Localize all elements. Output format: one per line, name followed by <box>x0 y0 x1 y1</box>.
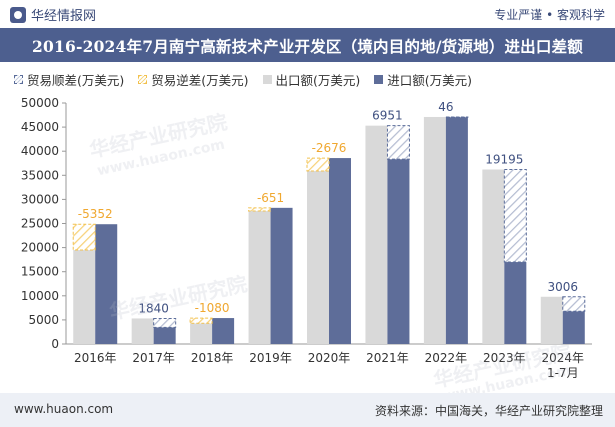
balance-value-label: 19195 <box>485 153 523 167</box>
import-bar <box>212 318 235 344</box>
import-bar <box>387 159 410 344</box>
deficit-segment <box>189 317 213 324</box>
y-axis: 0 5000 10000 15000 20000 25000 30000 35000 40000… <box>21 96 67 351</box>
balance-value-label: -651 <box>257 191 284 205</box>
x-tick-label: 2019年 <box>249 351 292 365</box>
legend-item-export[interactable]: 出口额(万美元) <box>262 70 361 89</box>
x-tick-label: 2018年 <box>191 351 234 365</box>
legend-item-deficit[interactable]: 贸易逆差(万美元) <box>138 70 249 89</box>
deficit-segment <box>248 207 272 212</box>
import-bar <box>562 311 585 344</box>
brand-logo-icon <box>10 6 26 23</box>
import-bar <box>153 327 176 344</box>
surplus-segment <box>503 169 527 263</box>
footer: www.huaon.com 资料来源：中国海关，华经产业研究院整理 <box>0 393 615 427</box>
y-tick-label: 0 <box>51 337 59 351</box>
y-tick-label: 40000 <box>21 144 59 158</box>
export-bar <box>423 116 446 344</box>
balance-value-label: -1080 <box>195 301 230 315</box>
x-tick-label: 1-7月 <box>547 366 579 380</box>
export-bar <box>307 170 329 344</box>
brand[interactable]: 华经情报网 <box>10 5 96 24</box>
legend-label-import: 进口额(万美元) <box>387 73 473 88</box>
x-tick-label: 2023年 <box>483 351 526 365</box>
data-labels: -5352 1840 -1080 -651 -2676 6951 46 19195 3006 <box>78 100 578 315</box>
legend-label-surplus: 贸易顺差(万美元) <box>27 73 125 88</box>
balance-value-label: 1840 <box>138 301 169 315</box>
surplus-segment <box>386 125 410 160</box>
x-tick-label: 2016年 <box>74 351 117 365</box>
y-tick-label: 25000 <box>21 217 59 231</box>
legend-swatch-export <box>262 75 272 84</box>
x-tick-label: 2020年 <box>308 351 351 365</box>
x-tick-label: 2022年 <box>425 351 468 365</box>
import-bar <box>270 207 293 344</box>
bars <box>72 116 586 345</box>
chart-title: 2016-2024年7月南宁高新技术产业开发区（境内目的地/货源地）进出口差额 <box>32 37 583 56</box>
import-bar <box>504 262 527 344</box>
deficit-segment <box>306 157 330 172</box>
export-bar <box>540 296 563 344</box>
import-bar <box>95 224 118 344</box>
x-tick-label: 2021年 <box>366 351 409 365</box>
balance-value-label: -2676 <box>312 141 347 155</box>
legend-item-import[interactable]: 进口额(万美元) <box>374 70 472 89</box>
balance-value-label: -5352 <box>78 207 113 221</box>
y-tick-label: 10000 <box>21 289 59 303</box>
export-bar <box>365 125 388 345</box>
export-bar <box>190 323 213 344</box>
y-tick-label: 35000 <box>21 168 59 182</box>
balance-value-label: 3006 <box>548 280 579 294</box>
legend-swatch-surplus <box>14 75 23 84</box>
title-bar: 2016-2024年7月南宁高新技术产业开发区（境内目的地/货源地）进出口差额 <box>0 28 615 62</box>
balance-value-label: 46 <box>438 100 453 114</box>
export-bar <box>73 250 96 344</box>
x-tick-label: 2017年 <box>132 351 175 365</box>
y-tick-label: 5000 <box>28 313 59 327</box>
chart-legend: 贸易顺差(万美元) 贸易逆差(万美元) 出口额(万美元) 进口额(万美元) <box>14 70 472 89</box>
x-axis: 2016年 2017年 2018年 2019年 2020年 2021年 2022年 2023年… <box>66 343 592 380</box>
y-tick-label: 45000 <box>21 120 59 134</box>
footer-source: 资料来源：中国海关，华经产业研究院整理 <box>374 404 603 418</box>
export-bar <box>482 169 505 344</box>
x-tick-label: 2024年 <box>542 351 585 365</box>
y-tick-label: 50000 <box>21 96 59 110</box>
deficit-segment <box>72 223 96 251</box>
y-tick-label: 15000 <box>21 265 59 279</box>
legend-label-export: 出口额(万美元) <box>275 73 361 88</box>
y-tick-label: 30000 <box>21 192 59 206</box>
footer-url[interactable]: www.huaon.com <box>14 402 114 416</box>
surplus-segment <box>562 296 586 312</box>
export-bar <box>248 210 271 344</box>
export-bar <box>131 318 154 344</box>
legend-item-surplus[interactable]: 贸易顺差(万美元) <box>14 70 124 89</box>
import-bar <box>445 117 468 344</box>
bar-chart: 0 5000 10000 15000 20000 25000 30000 35000 40000… <box>21 96 592 380</box>
brand-name: 华经情报网 <box>31 9 97 24</box>
surplus-segment <box>153 317 177 328</box>
legend-swatch-import <box>374 75 384 84</box>
balance-value-label: 6951 <box>372 109 403 123</box>
legend-swatch-deficit <box>138 75 148 84</box>
tagline: 专业严谨 • 客观科学 <box>494 8 605 22</box>
import-bar <box>329 158 351 344</box>
y-tick-label: 20000 <box>21 241 59 255</box>
top-bar: 华经情报网 专业严谨 • 客观科学 <box>0 0 615 28</box>
legend-label-deficit: 贸易逆差(万美元) <box>151 73 249 88</box>
